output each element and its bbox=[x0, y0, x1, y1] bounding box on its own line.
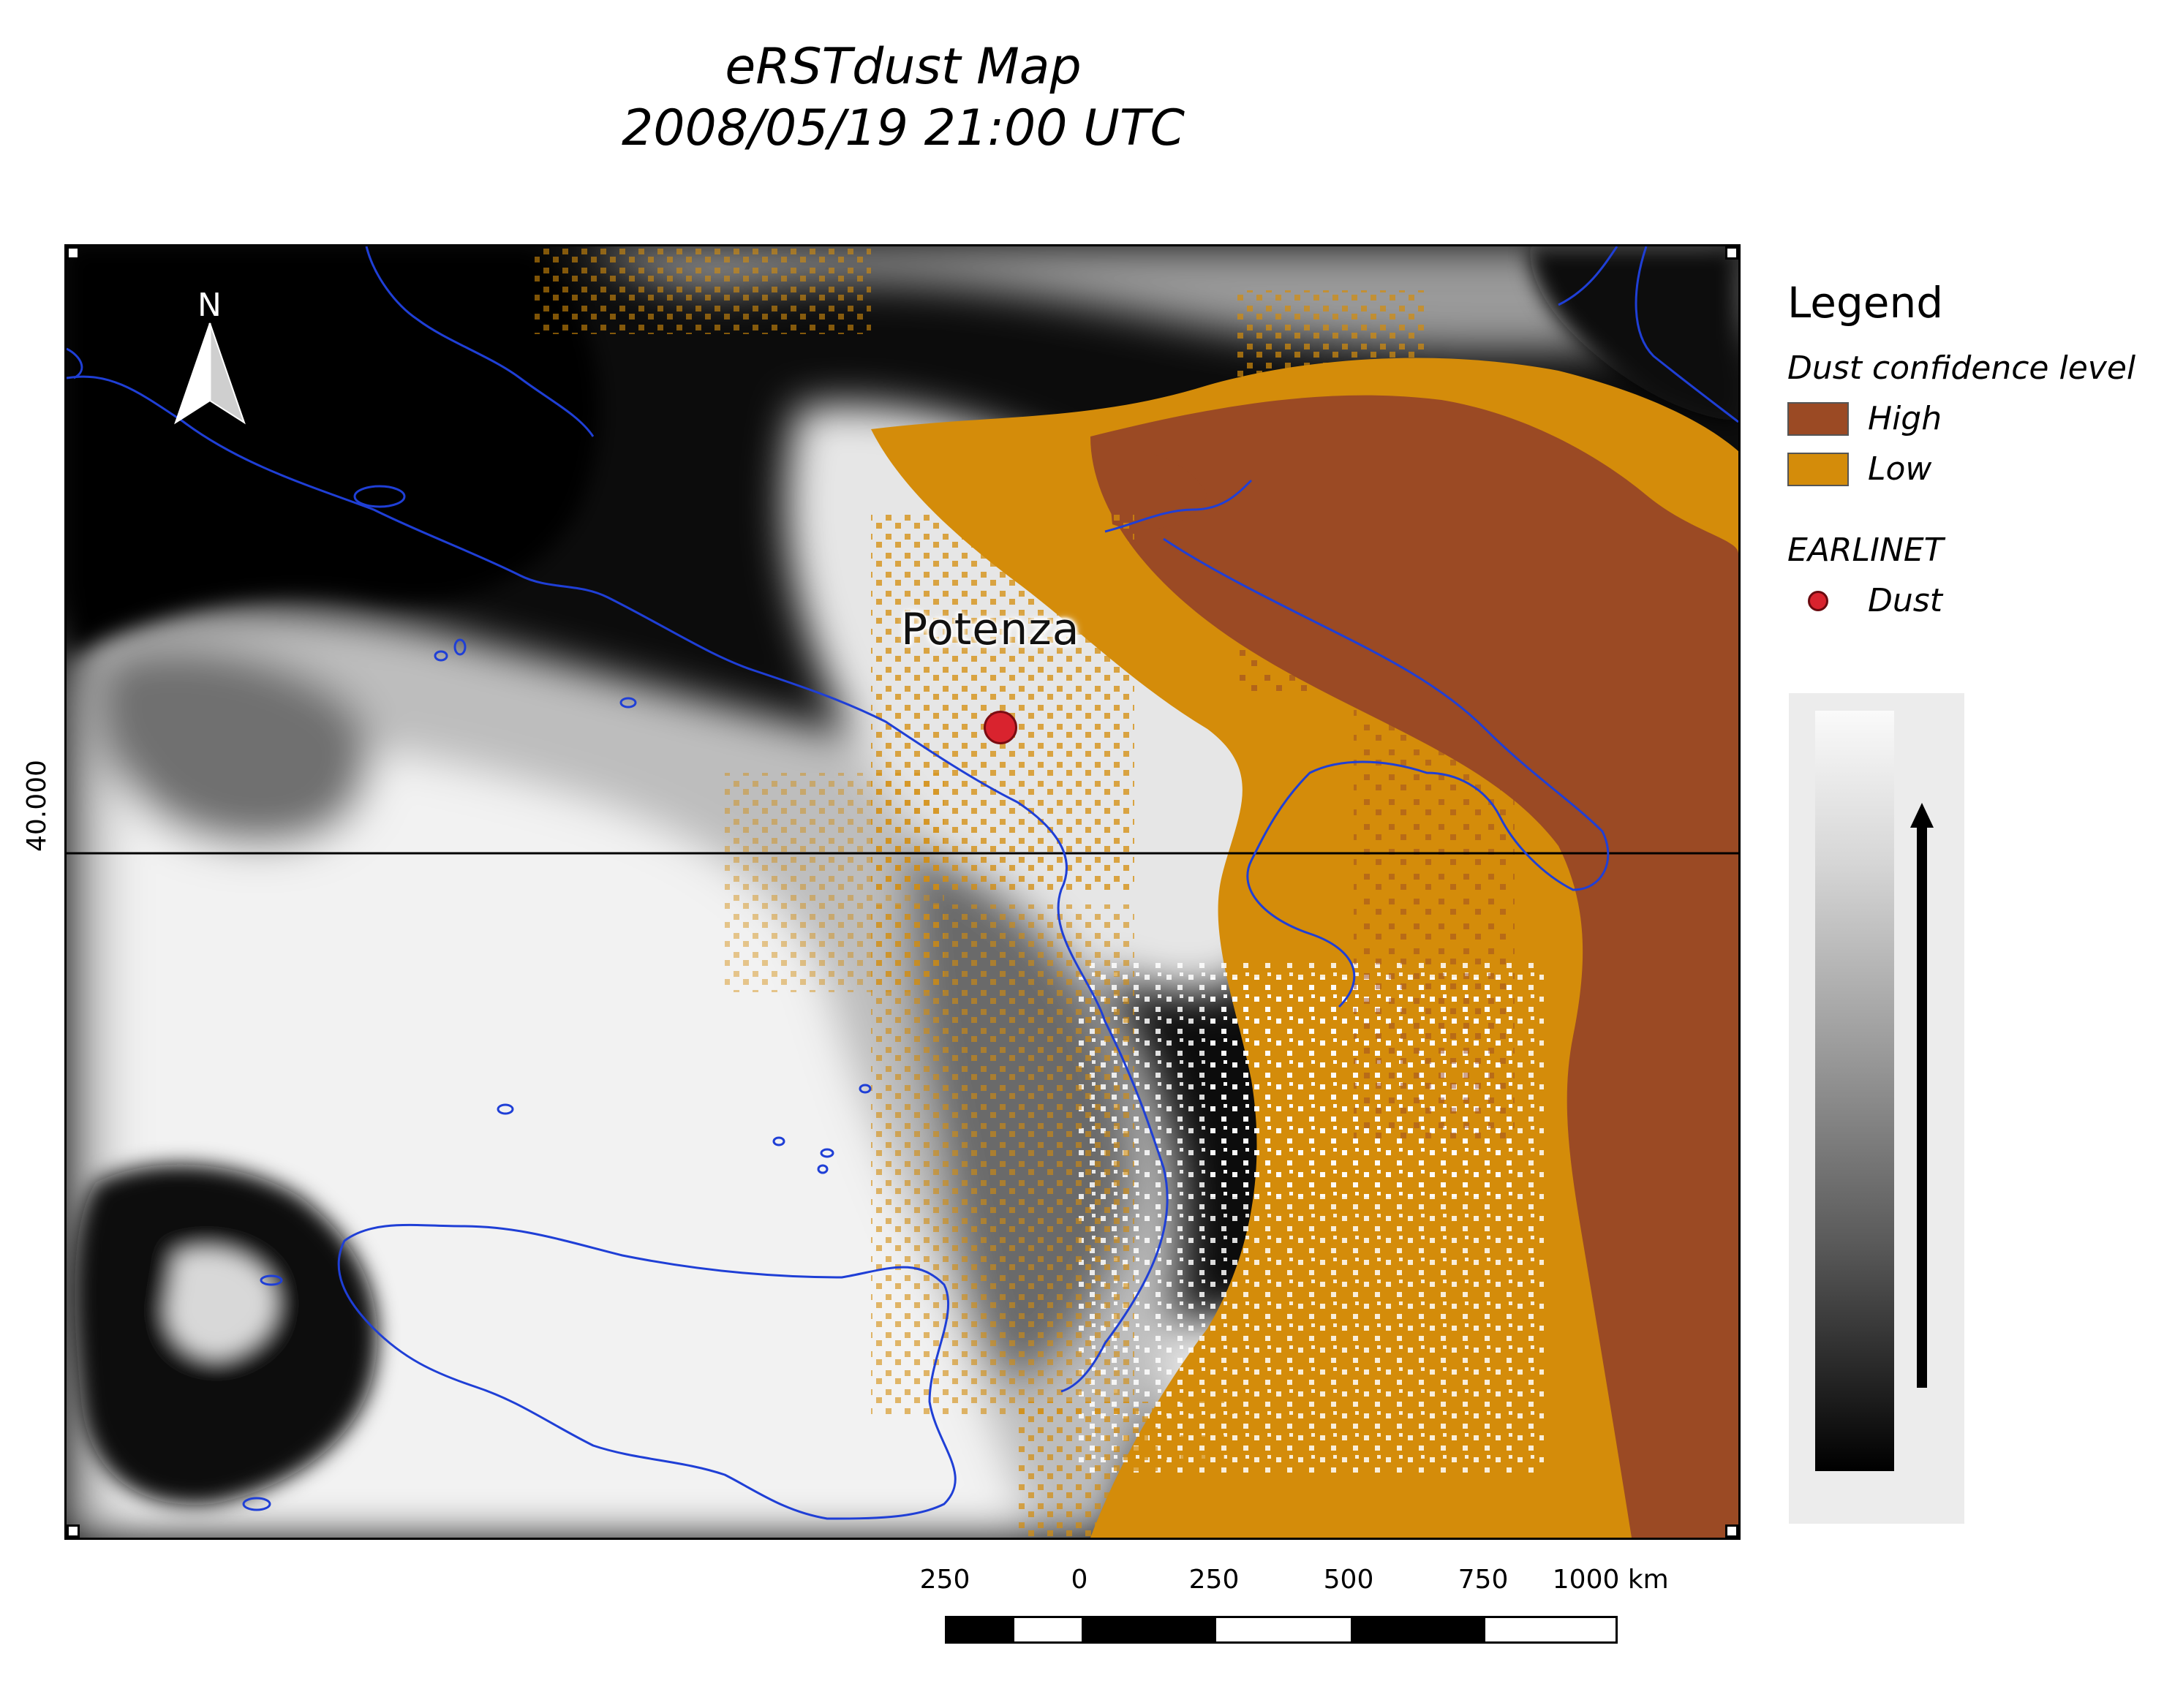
frame-corner-top-right bbox=[1725, 246, 1738, 260]
scale-bar-segments bbox=[945, 1616, 1618, 1644]
map-title-line1: eRSTdust Map bbox=[725, 38, 1082, 96]
legend-title: Legend bbox=[1787, 278, 1944, 328]
legend-dust-heading: Dust confidence level bbox=[1787, 349, 2136, 387]
legend-swatch-high bbox=[1787, 401, 1849, 436]
map-title-line2: 2008/05/19 21:00 UTC bbox=[622, 99, 1185, 157]
scale-bar: 250 0 250 500 750 1000 km bbox=[920, 1565, 1669, 1652]
frame-corner-bottom-left bbox=[67, 1524, 80, 1538]
site-marker-icon[interactable] bbox=[984, 711, 1017, 744]
site-label-potenza: Potenza bbox=[901, 604, 1080, 655]
scale-tick-label: 500 bbox=[1323, 1565, 1374, 1595]
grayscale-colorbar bbox=[1815, 711, 1894, 1471]
scale-tick-label: 1000 km bbox=[1552, 1565, 1669, 1595]
legend-item-high: High bbox=[1787, 400, 2153, 437]
arrow-up-icon bbox=[1910, 803, 1934, 1388]
legend: Legend Dust confidence level High Low EA… bbox=[1787, 278, 2153, 619]
map-title: eRSTdust Map 2008/05/19 21:00 UTC bbox=[0, 37, 1806, 159]
latitude-label: 40.000 bbox=[22, 760, 52, 852]
north-label: N bbox=[197, 287, 222, 324]
scale-segment bbox=[1351, 1618, 1485, 1641]
legend-item-low: Low bbox=[1787, 450, 2153, 488]
legend-label-low: Low bbox=[1868, 450, 1932, 488]
coastline bbox=[67, 246, 1738, 1520]
islands bbox=[242, 485, 872, 1511]
legend-item-dust-site: Dust bbox=[1787, 582, 2153, 619]
legend-label-dust-site: Dust bbox=[1868, 582, 1942, 619]
frame-corner-bottom-right bbox=[1725, 1524, 1738, 1538]
scale-segment bbox=[1216, 1618, 1351, 1641]
north-arrow-icon bbox=[174, 322, 246, 425]
scale-tick-label: 250 bbox=[1188, 1565, 1240, 1595]
frame-corner-top-left bbox=[67, 246, 80, 260]
scale-segment bbox=[947, 1618, 1014, 1641]
satellite-map-image bbox=[67, 246, 1738, 1538]
map-canvas[interactable] bbox=[64, 244, 1741, 1540]
scale-tick-label: 750 bbox=[1458, 1565, 1509, 1595]
legend-label-high: High bbox=[1868, 400, 1942, 437]
scale-segment bbox=[1485, 1618, 1616, 1641]
scale-segment bbox=[1082, 1618, 1216, 1641]
colorbar-panel bbox=[1789, 693, 1964, 1524]
scale-tick-label: 0 bbox=[1071, 1565, 1088, 1595]
legend-dust-site-icon bbox=[1808, 590, 1828, 611]
legend-swatch-low bbox=[1787, 452, 1849, 486]
scale-tick-label: 250 bbox=[919, 1565, 970, 1595]
legend-network-heading: EARLINET bbox=[1787, 532, 1944, 569]
scale-segment bbox=[1014, 1618, 1082, 1641]
